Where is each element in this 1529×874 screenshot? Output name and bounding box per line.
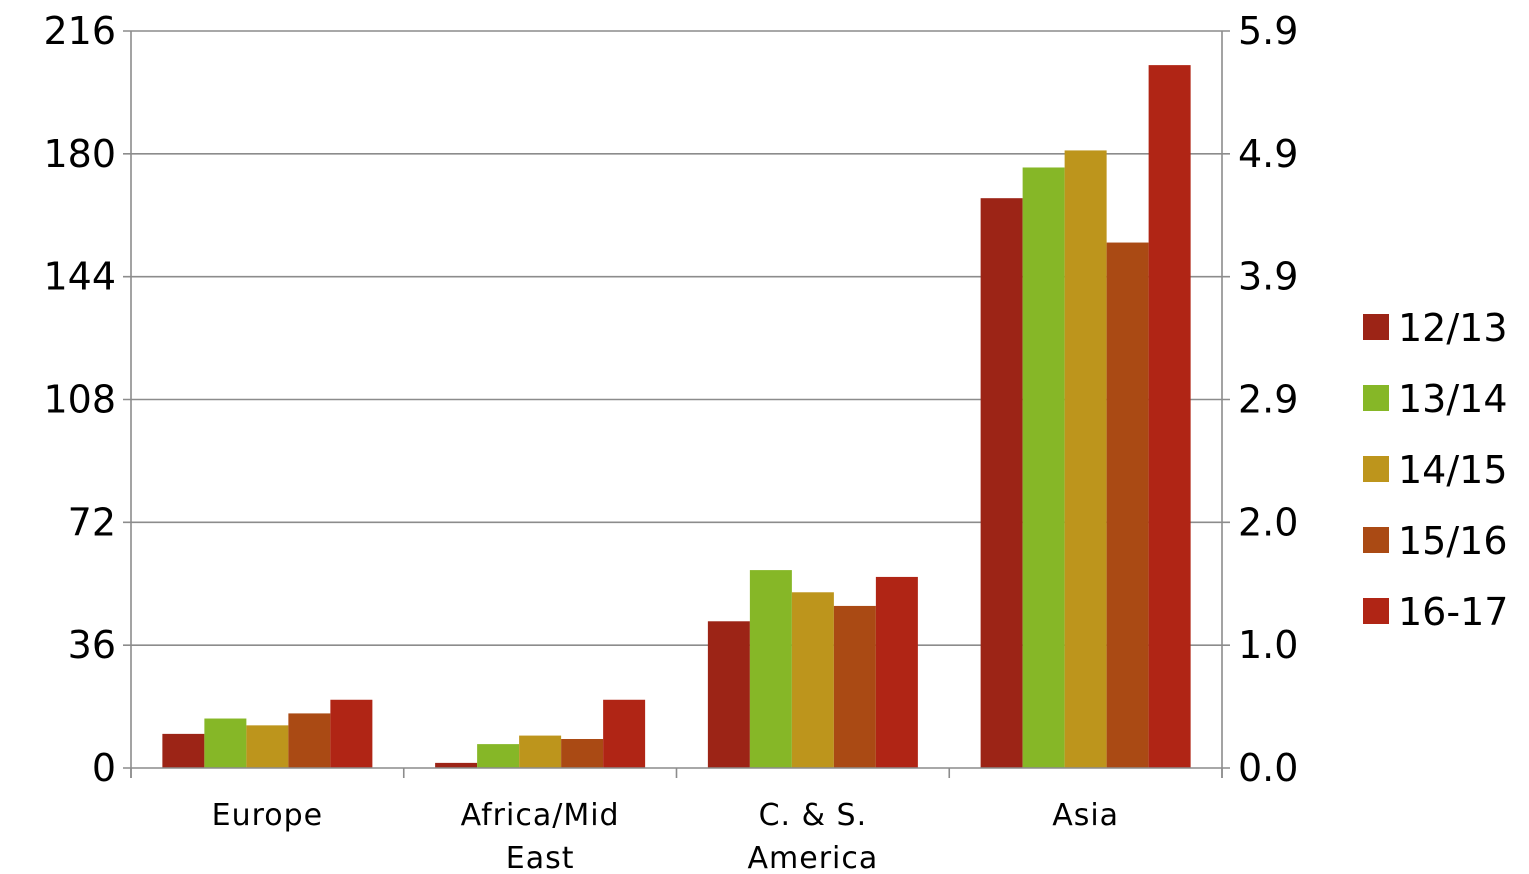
right-tick-label: 1.0	[1238, 623, 1298, 667]
legend: 12/13 13/14 14/15 15/16 16-17	[1363, 306, 1508, 634]
bar-13-14	[749, 570, 792, 768]
bar-14-15	[519, 735, 562, 768]
bar-13-14	[477, 744, 520, 768]
category-label: America	[748, 841, 879, 874]
bar-12-13	[162, 733, 205, 768]
legend-swatch	[1363, 314, 1389, 340]
right-tick-label: 0.0	[1238, 746, 1298, 790]
bar-13-14	[1022, 167, 1065, 769]
bar-12-13	[707, 621, 750, 768]
bar-12-13	[435, 762, 478, 768]
bar-15-16	[288, 713, 331, 768]
left-y-axis-ticks: 0 36 72 108 144 180 216	[43, 9, 116, 790]
bar-16-17	[603, 699, 646, 768]
right-tick-label: 5.9	[1238, 9, 1298, 53]
right-tick-label: 4.9	[1238, 132, 1298, 176]
legend-swatch	[1363, 456, 1389, 482]
legend-label: 15/16	[1398, 519, 1508, 563]
right-tick-label: 2.0	[1238, 500, 1298, 544]
legend-swatch	[1363, 598, 1389, 624]
bar-15-16	[1106, 242, 1149, 769]
left-tick-label: 72	[68, 500, 116, 544]
left-tick-label: 144	[43, 255, 116, 299]
bar-14-15	[1064, 150, 1107, 769]
legend-label: 14/15	[1398, 448, 1508, 492]
bar-14-15	[791, 592, 834, 768]
bar-16-17	[875, 576, 918, 768]
category-label: Asia	[1052, 798, 1119, 833]
category-label: Europe	[212, 798, 324, 833]
left-tick-label: 180	[43, 132, 116, 176]
category-labels: Europe Africa/Mid East C. & S. America Asia	[212, 798, 1119, 874]
left-tick-label: 216	[43, 9, 116, 53]
category-label: C. & S.	[759, 798, 868, 833]
right-y-axis-ticks: 0.0 1.0 2.0 2.9 3.9 4.9 5.9	[1238, 9, 1298, 790]
legend-swatch	[1363, 527, 1389, 553]
legend-label: 12/13	[1398, 306, 1508, 350]
category-label: Africa/Mid	[461, 798, 620, 833]
axes	[123, 31, 1230, 778]
legend-label: 13/14	[1398, 377, 1508, 421]
bar-14-15	[246, 725, 289, 768]
category-label: East	[506, 841, 575, 874]
bar-16-17	[1148, 65, 1191, 769]
left-tick-label: 36	[68, 623, 116, 667]
legend-swatch	[1363, 385, 1389, 411]
bar-12-13	[980, 198, 1023, 768]
bar-15-16	[561, 738, 604, 768]
bar-15-16	[833, 605, 876, 768]
bar-16-17	[330, 699, 373, 768]
left-tick-label: 108	[43, 378, 116, 422]
right-tick-label: 2.9	[1238, 378, 1298, 422]
legend-label: 16-17	[1398, 590, 1508, 634]
right-tick-label: 3.9	[1238, 255, 1298, 299]
bar-13-14	[204, 718, 247, 768]
left-tick-label: 0	[92, 746, 116, 790]
bars	[162, 65, 1191, 769]
